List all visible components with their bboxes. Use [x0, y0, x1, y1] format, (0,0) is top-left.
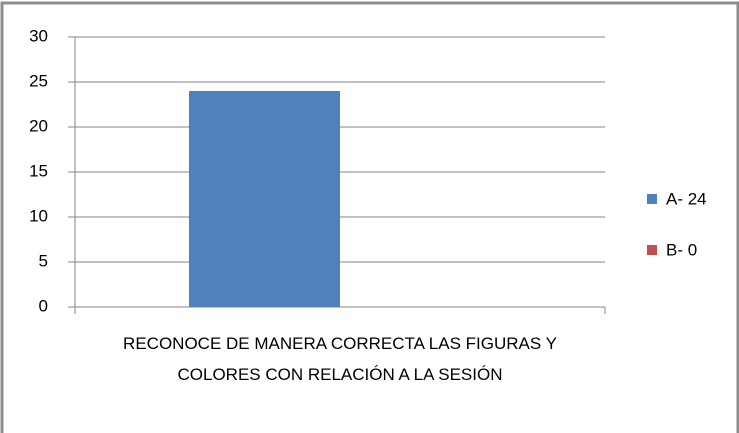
- y-tick-label: 10: [29, 206, 48, 225]
- legend-swatch: [647, 245, 657, 255]
- y-tick-label: 0: [39, 296, 48, 315]
- y-tick-label: 25: [29, 71, 48, 90]
- legend-label: B- 0: [666, 240, 697, 259]
- y-tick-label: 20: [29, 116, 48, 135]
- legend-swatch: [647, 194, 657, 204]
- y-tick-label: 15: [29, 161, 48, 180]
- bar: [188, 91, 340, 307]
- legend-label: A- 24: [666, 189, 707, 208]
- y-tick-label: 5: [39, 251, 48, 270]
- y-tick-label: 30: [29, 26, 48, 45]
- x-tick-label: RECONOCE DE MANERA CORRECTA LAS FIGURAS …: [123, 334, 557, 384]
